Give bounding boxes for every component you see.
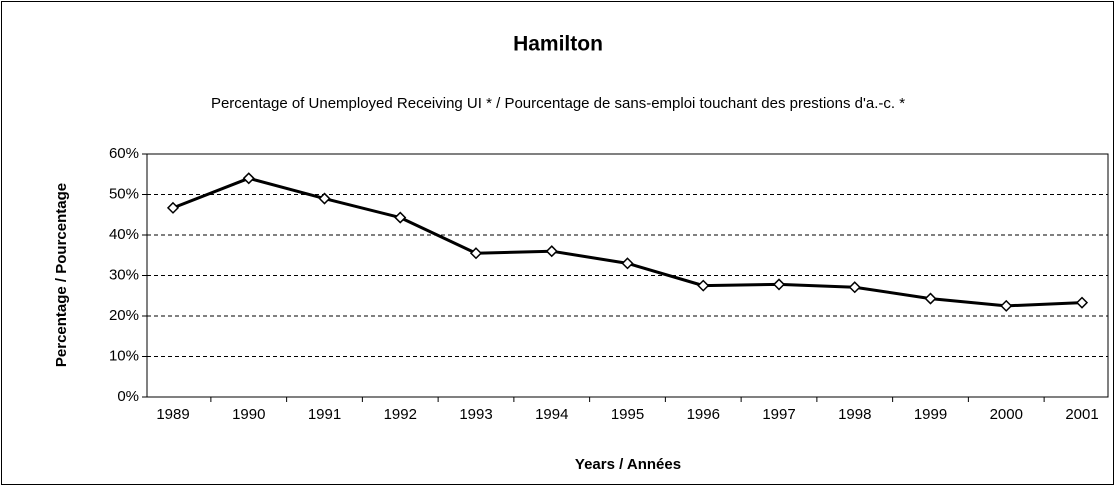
data-point [924, 292, 937, 305]
x-tick-label: 1989 [156, 406, 189, 423]
y-tick-label: 30% [109, 266, 139, 283]
x-tick-label: 2000 [990, 406, 1023, 423]
y-tick-label: 40% [109, 226, 139, 243]
data-point [242, 172, 255, 185]
y-tick-label: 0% [117, 388, 139, 405]
y-tick-label: 60% [109, 145, 139, 162]
x-tick-label: 1996 [687, 406, 720, 423]
x-tick-label: 1993 [459, 406, 492, 423]
x-tick-label: 1990 [232, 406, 265, 423]
x-tick-label: 1999 [914, 406, 947, 423]
data-point [621, 257, 634, 270]
x-tick-label: 1998 [838, 406, 871, 423]
data-point [772, 278, 786, 291]
data-point [545, 245, 558, 258]
y-tick-label: 50% [109, 185, 139, 202]
data-point [166, 201, 180, 214]
y-axis-label: Percentage / Pourcentage [53, 183, 70, 367]
plot-area [146, 153, 1109, 398]
chart-title: Hamilton [513, 33, 603, 56]
x-tick-label: 1992 [384, 406, 417, 423]
x-tick-label: 1997 [762, 406, 795, 423]
x-tick-label: 1991 [308, 406, 341, 423]
x-tick-label: 1995 [611, 406, 644, 423]
data-point [848, 281, 861, 294]
x-tick-label: 1994 [535, 406, 568, 423]
data-point [697, 279, 710, 292]
x-axis-label: Years / Années [575, 456, 681, 473]
data-point [469, 247, 483, 260]
y-tick-label: 20% [109, 307, 139, 324]
x-tick-label: 2001 [1065, 406, 1098, 423]
data-point [1075, 296, 1089, 309]
data-point [318, 192, 331, 205]
data-point [394, 211, 407, 224]
y-tick-label: 10% [109, 347, 139, 364]
chart-subtitle: Percentage of Unemployed Receiving UI * … [211, 95, 905, 112]
data-point [1000, 299, 1013, 312]
